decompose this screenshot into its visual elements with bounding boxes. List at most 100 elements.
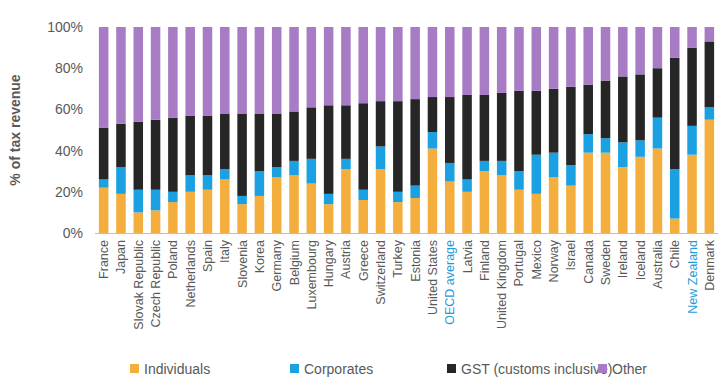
bar-segment	[99, 188, 109, 233]
bar-segment	[549, 27, 559, 89]
bar-segment	[341, 159, 351, 169]
bar-segment	[566, 27, 576, 87]
bar-segment	[272, 177, 282, 233]
x-tick-label: Sweden	[599, 240, 613, 285]
y-tick	[91, 27, 95, 28]
x-tick-label: Hungary	[322, 239, 336, 287]
bar-segment	[376, 27, 386, 101]
bar-segment	[670, 219, 680, 233]
bar-segment	[618, 142, 628, 167]
legend-label: GST (customs inclusive)	[461, 361, 612, 377]
bar-segment	[480, 27, 490, 95]
bar-segment	[653, 68, 663, 117]
bar-segment	[618, 167, 628, 233]
x-tick-label: Turkey	[391, 239, 405, 277]
bar-segment	[255, 196, 265, 233]
bar-segment	[514, 91, 524, 171]
bar-segment	[705, 27, 715, 41]
chart: 0%20%40%60%80%100%% of tax revenueFrance…	[0, 0, 726, 385]
x-tick-label: Estonia	[409, 240, 423, 282]
bar-segment	[203, 116, 213, 176]
bar-segment	[376, 169, 386, 233]
bar-segment	[583, 85, 593, 134]
x-tick-label: Switzerland	[374, 240, 388, 305]
x-tick-label: Mexico	[530, 240, 544, 280]
bar-segment	[116, 194, 126, 233]
bar-segment	[307, 27, 317, 107]
bar-segment	[445, 97, 455, 163]
bar-segment	[358, 103, 368, 190]
x-axis	[95, 233, 718, 234]
x-tick-label: United States	[426, 240, 440, 315]
bar-segment	[410, 198, 420, 233]
bar-segment	[134, 190, 144, 213]
y-tick	[91, 68, 95, 69]
x-tick-label: Ireland	[616, 240, 630, 278]
bar-segment	[185, 175, 195, 191]
bar-segment	[358, 200, 368, 233]
x-tick-label: Israel	[564, 240, 578, 271]
x-tick-label: New Zealand	[686, 240, 700, 314]
x-tick-label: Slovak Republic	[132, 240, 146, 330]
legend-swatch	[598, 364, 607, 373]
bar-segment	[220, 114, 230, 170]
bar-segment	[462, 192, 472, 233]
x-tick-label: Latvia	[461, 240, 475, 273]
bar-segment	[99, 128, 109, 180]
bar-segment	[687, 155, 697, 233]
bar-segment	[203, 27, 213, 116]
bar-segment	[601, 153, 611, 233]
bar-segment	[358, 190, 368, 200]
bar-segment	[168, 192, 178, 202]
bar-segment	[514, 171, 524, 190]
bar-segment	[705, 41, 715, 107]
bar-segment	[203, 175, 213, 189]
x-tick-label: Norway	[547, 239, 561, 282]
bar-segment	[341, 105, 351, 159]
bar-segment	[601, 27, 611, 81]
bar-segment	[307, 159, 317, 184]
bar-segment	[601, 81, 611, 139]
bar-segment	[220, 169, 230, 179]
bar-segment	[687, 126, 697, 155]
bar-segment	[237, 204, 247, 233]
bar-segment	[687, 27, 697, 48]
bar-segment	[151, 27, 161, 120]
bar-segment	[116, 27, 126, 124]
bar-segment	[272, 114, 282, 168]
bar-segment	[705, 120, 715, 233]
y-tick-label: 0%	[63, 225, 83, 241]
y-tick-label: 100%	[47, 19, 83, 35]
bar-segment	[497, 93, 507, 161]
bar-segment	[168, 118, 178, 192]
bar-segment	[653, 149, 663, 233]
bar-segment	[566, 186, 576, 233]
x-tick-label: Czech Republic	[149, 240, 163, 328]
x-tick-label: Italy	[218, 239, 232, 263]
bar-segment	[255, 171, 265, 196]
y-tick-label: 20%	[55, 184, 83, 200]
legend-swatch	[290, 364, 299, 373]
bar-segment	[134, 27, 144, 122]
y-tick	[91, 233, 95, 234]
x-tick-label: Greece	[357, 240, 371, 281]
x-tick-label: Canada	[582, 240, 596, 284]
bar-segment	[583, 134, 593, 153]
bar-segment	[601, 138, 611, 152]
bar-segment	[635, 27, 645, 74]
bar-segment	[99, 179, 109, 187]
bar-segment	[393, 101, 403, 192]
bar-segment	[566, 87, 576, 165]
bar-segment	[341, 169, 351, 233]
x-tick-label: Chile	[668, 240, 682, 269]
x-tick-label: Iceland	[634, 240, 648, 280]
bar-segment	[514, 190, 524, 233]
x-tick-label: France	[97, 240, 111, 279]
bar-segment	[480, 95, 490, 161]
bar-segment	[134, 122, 144, 190]
bar-segment	[393, 27, 403, 101]
legend-label: Individuals	[144, 361, 210, 377]
legend-swatch	[130, 364, 139, 373]
y-tick-label: 80%	[55, 60, 83, 76]
bar-segment	[497, 161, 507, 175]
